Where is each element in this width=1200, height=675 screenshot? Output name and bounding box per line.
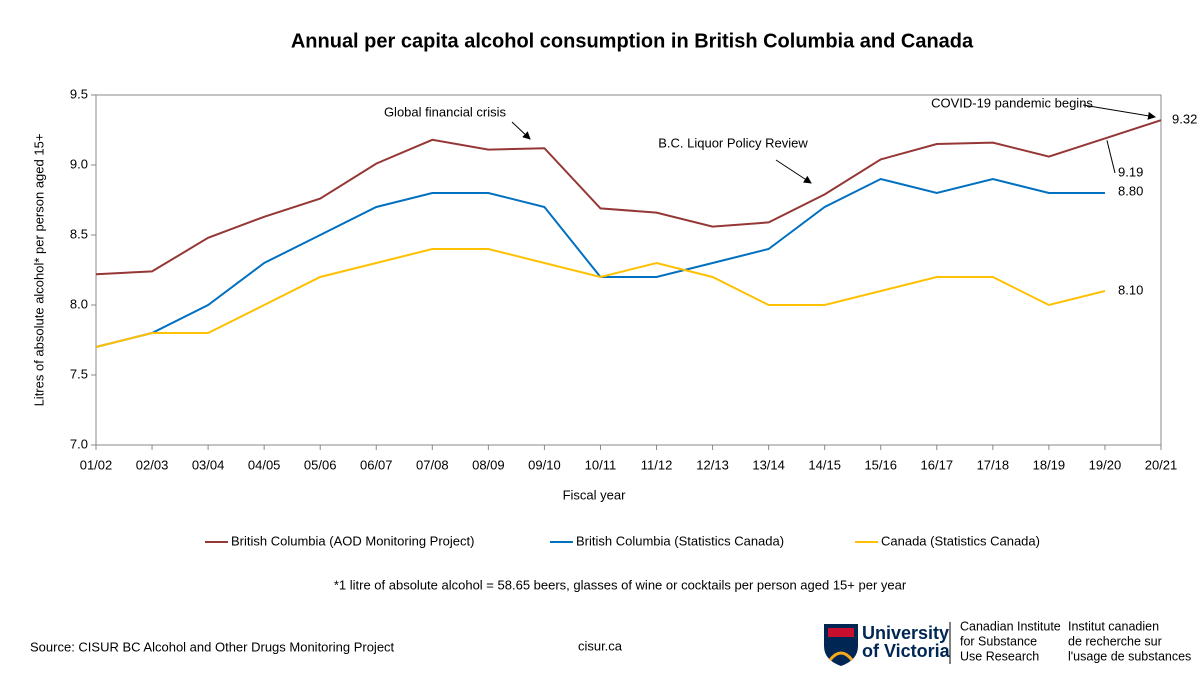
logo-french: Institut canadien [1068,619,1159,633]
legend-label: Canada (Statistics Canada) [881,533,1040,548]
x-tick-label: 17/18 [977,457,1010,472]
x-tick-label: 06/07 [360,457,393,472]
series-line [95,248,1106,348]
annotation: B.C. Liquor Policy Review [658,135,808,150]
y-tick-label: 9.5 [70,86,88,101]
x-tick-label: 12/13 [696,457,729,472]
x-tick-label: 19/20 [1089,457,1122,472]
data-label: 9.32 [1172,111,1197,126]
x-tick-label: 04/05 [248,457,281,472]
legend-label: British Columbia (Statistics Canada) [576,533,784,548]
data-label: 8.80 [1118,183,1143,198]
x-tick-label: 08/09 [472,457,505,472]
annotation-arrow [511,121,531,140]
source: Source: CISUR BC Alcohol and Other Drugs… [30,639,395,654]
y-tick-label: 8.0 [70,296,88,311]
logo [824,622,951,666]
x-tick-label: 10/11 [585,457,617,472]
logo-arc [828,651,854,661]
logo-band [828,628,854,637]
chart-title: Annual per capita alcohol consumption in… [291,30,974,52]
x-axis-label: Fiscal year [563,487,627,502]
logo-university: University [862,623,949,643]
logo-english: Use Research [960,649,1039,663]
logo-french: de recherche sur [1068,634,1162,648]
x-tick-label: 14/15 [808,457,841,472]
x-tick-label: 09/10 [528,457,561,472]
x-tick-label: 13/14 [752,457,785,472]
logo-french: l'usage de substances [1068,649,1191,663]
label-leader [1106,140,1116,174]
annotation-arrow [775,159,812,184]
x-tick-label: 16/17 [921,457,954,472]
logo-english: for Substance [960,634,1037,648]
x-tick-label: 01/02 [80,457,113,472]
y-tick-label: 8.5 [70,226,88,241]
x-tick-label: 07/08 [416,457,449,472]
y-tick-label: 7.5 [70,366,88,381]
x-tick-label: 20/21 [1145,457,1178,472]
footnote: *1 litre of absolute alcohol = 58.65 bee… [334,577,907,592]
x-tick-label: 15/16 [864,457,897,472]
data-label: 8.10 [1118,282,1143,297]
annotation: Global financial crisis [384,104,507,119]
series-line [95,119,1162,276]
y-tick-label: 9.0 [70,156,88,171]
x-tick-label: 02/03 [136,457,169,472]
x-tick-label: 11/12 [641,457,673,472]
logo-university: of Victoria [862,641,951,661]
data-label: 9.19 [1118,164,1143,179]
legend-label: British Columbia (AOD Monitoring Project… [231,533,474,548]
plot-frame [95,94,1162,446]
annotation: COVID-19 pandemic begins [931,95,1093,110]
annotation-arrow [1082,104,1156,120]
series-line [95,177,1105,348]
logo-english: Canadian Institute [960,619,1061,633]
y-tick-label: 7.0 [70,436,88,451]
x-tick-label: 05/06 [304,457,337,472]
x-tick-label: 18/19 [1033,457,1066,472]
x-tick-label: 03/04 [192,457,225,472]
website: cisur.ca [578,638,623,653]
y-axis-label: Litres of absolute alcohol* per person a… [31,134,46,407]
